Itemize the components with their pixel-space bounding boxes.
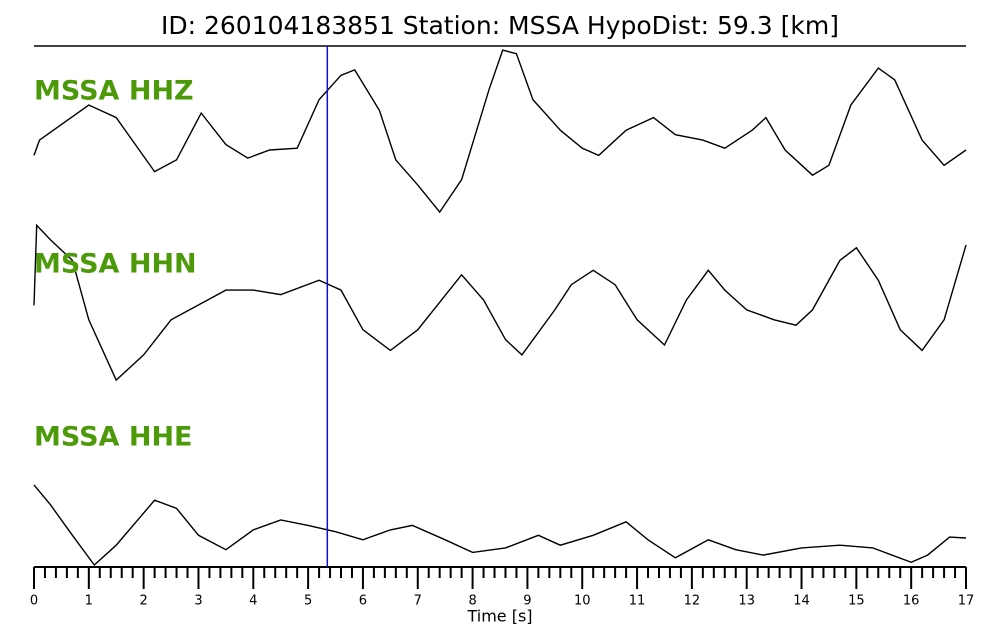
x-tick-label: 2 — [140, 594, 148, 609]
x-tick-label: 1 — [85, 594, 93, 609]
x-tick-label: 16 — [903, 594, 920, 609]
trace-label: MSSA HHZ — [34, 76, 194, 107]
trace-label: MSSA HHN — [34, 249, 197, 280]
x-tick-label: 5 — [304, 594, 312, 609]
x-tick-label: 0 — [30, 594, 38, 609]
title: ID: 260104183851 Station: MSSA HypoDist:… — [161, 11, 839, 40]
x-tick-label: 7 — [414, 594, 422, 609]
x-tick-label: 17 — [958, 594, 975, 609]
trace-label: MSSA HHE — [34, 422, 192, 453]
x-tick-label: 11 — [629, 594, 646, 609]
trace — [33, 484, 967, 567]
x-tick-label: 8 — [468, 594, 476, 609]
x-tick-label: 12 — [684, 594, 701, 609]
x-tick-label: 3 — [194, 594, 202, 609]
x-tick-label: 6 — [359, 594, 367, 609]
x-tick-label: 9 — [523, 594, 531, 609]
x-tick-label: 15 — [848, 594, 865, 609]
x-tick-label: 4 — [249, 594, 257, 609]
x-tick-label: 14 — [793, 594, 810, 609]
trace — [33, 223, 967, 382]
x-axis-label: Time [s] — [466, 607, 532, 626]
x-tick-label: 10 — [574, 594, 591, 609]
x-tick-label: 13 — [738, 594, 755, 609]
trace — [33, 49, 967, 214]
